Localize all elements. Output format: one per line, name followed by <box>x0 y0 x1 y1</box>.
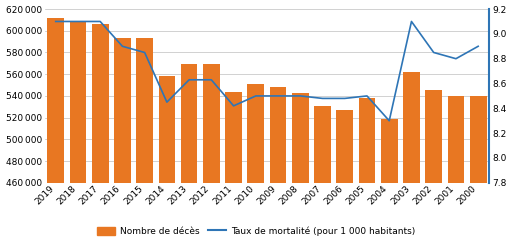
Bar <box>70 22 87 244</box>
Bar <box>359 98 375 244</box>
Bar <box>447 96 464 244</box>
Bar <box>114 38 131 244</box>
Bar <box>292 93 309 244</box>
Bar <box>270 87 286 244</box>
Bar <box>92 24 109 244</box>
Bar <box>48 18 64 244</box>
Bar <box>136 38 153 244</box>
Bar <box>247 84 264 244</box>
Bar <box>159 76 175 244</box>
Bar <box>381 119 398 244</box>
Bar <box>470 96 486 244</box>
Legend: Nombre de décès, Taux de mortalité (pour 1 000 habitants): Nombre de décès, Taux de mortalité (pour… <box>93 223 419 240</box>
Bar <box>181 64 198 244</box>
Bar <box>425 91 442 244</box>
Bar <box>203 64 220 244</box>
Bar <box>336 110 353 244</box>
Bar <box>314 106 331 244</box>
Bar <box>403 72 420 244</box>
Bar <box>225 92 242 244</box>
